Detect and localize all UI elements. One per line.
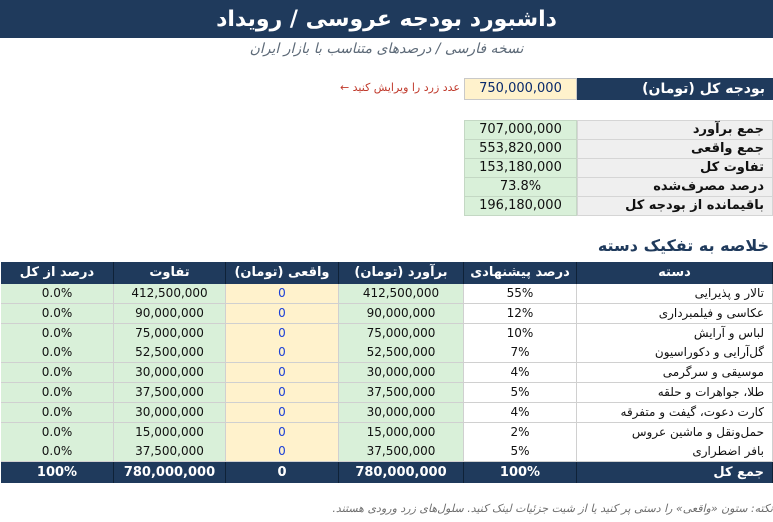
col-header-suggested: درصد پیشنهادی xyxy=(464,262,577,284)
cell-difference: 37,500,000 xyxy=(114,383,226,403)
cell-pct-of-total: 0.0% xyxy=(1,403,114,423)
col-header-pct-of-total: درصد از کل xyxy=(1,262,114,284)
summary-label: جمع برآورد xyxy=(577,120,773,140)
cell-category: گل‌آرایی و دکوراسیون xyxy=(577,343,773,363)
col-header-difference: تفاوت xyxy=(114,262,226,284)
total-estimate: 780,000,000 xyxy=(339,462,464,483)
cell-category: تالار و پذیرایی xyxy=(577,284,773,304)
col-header-actual: واقعی (تومان) xyxy=(226,262,339,284)
cell-suggested: 2% xyxy=(464,423,577,443)
cell-suggested: 7% xyxy=(464,343,577,363)
cell-actual-input[interactable]: 0 xyxy=(226,304,339,324)
cell-estimate: 30,000,000 xyxy=(339,403,464,423)
cell-difference: 52,500,000 xyxy=(114,343,226,363)
total-budget-label: بودجه کل (تومان) xyxy=(577,78,773,100)
cell-difference: 75,000,000 xyxy=(114,324,226,344)
cell-category: طلا، جواهرات و حلقه xyxy=(577,383,773,403)
cell-pct-of-total: 0.0% xyxy=(1,304,114,324)
cell-pct-of-total: 0.0% xyxy=(1,343,114,363)
cell-suggested: 12% xyxy=(464,304,577,324)
cell-suggested: 55% xyxy=(464,284,577,304)
cell-suggested: 4% xyxy=(464,363,577,383)
total-label: جمع کل xyxy=(577,462,773,483)
cell-actual-input[interactable]: 0 xyxy=(226,403,339,423)
cell-pct-of-total: 0.0% xyxy=(1,423,114,443)
cell-difference: 15,000,000 xyxy=(114,423,226,443)
cell-estimate: 15,000,000 xyxy=(339,423,464,443)
cell-category: لباس و آرایش xyxy=(577,324,773,344)
cell-actual-input[interactable]: 0 xyxy=(226,324,339,344)
summary-value: 153,180,000 xyxy=(464,158,577,178)
summary-value: 707,000,000 xyxy=(464,120,577,140)
cell-category: حمل‌ونقل و ماشین عروس xyxy=(577,423,773,443)
cell-difference: 30,000,000 xyxy=(114,363,226,383)
summary-label: جمع واقعی xyxy=(577,139,773,159)
cell-suggested: 10% xyxy=(464,324,577,344)
cell-category: بافر اضطراری xyxy=(577,442,773,462)
summary-label: باقیمانده از بودجه کل xyxy=(577,196,773,216)
summary-label: درصد مصرف‌شده xyxy=(577,177,773,197)
cell-estimate: 37,500,000 xyxy=(339,383,464,403)
page-title: داشبورد بودجه عروسی / رویداد xyxy=(0,0,773,38)
cell-estimate: 412,500,000 xyxy=(339,284,464,304)
cell-pct-of-total: 0.0% xyxy=(1,383,114,403)
cell-estimate: 90,000,000 xyxy=(339,304,464,324)
cell-actual-input[interactable]: 0 xyxy=(226,423,339,443)
total-difference: 780,000,000 xyxy=(114,462,226,483)
summary-value: 73.8% xyxy=(464,177,577,197)
cell-estimate: 37,500,000 xyxy=(339,442,464,462)
cell-pct-of-total: 0.0% xyxy=(1,324,114,344)
cell-suggested: 4% xyxy=(464,403,577,423)
cell-estimate: 30,000,000 xyxy=(339,363,464,383)
total-pct-of-total: 100% xyxy=(1,462,114,483)
col-header-estimate: برآورد (تومان) xyxy=(339,262,464,284)
cell-estimate: 75,000,000 xyxy=(339,324,464,344)
summary-label: تفاوت کل xyxy=(577,158,773,178)
col-header-category: دسته xyxy=(577,262,773,284)
cell-actual-input[interactable]: 0 xyxy=(226,383,339,403)
summary-value: 553,820,000 xyxy=(464,139,577,159)
cell-difference: 37,500,000 xyxy=(114,442,226,462)
footer-note: نکته: ستون «واقعی» را دستی پر کنید یا از… xyxy=(332,502,773,515)
cell-pct-of-total: 0.0% xyxy=(1,442,114,462)
cell-actual-input[interactable]: 0 xyxy=(226,343,339,363)
cell-actual-input[interactable]: 0 xyxy=(226,442,339,462)
total-budget-input[interactable]: 750,000,000 xyxy=(464,78,577,100)
cell-category: موسیقی و سرگرمی xyxy=(577,363,773,383)
breakdown-title: خلاصه به تفکیک دسته xyxy=(597,236,769,255)
total-actual: 0 xyxy=(226,462,339,483)
cell-category: عکاسی و فیلمبرداری xyxy=(577,304,773,324)
cell-actual-input[interactable]: 0 xyxy=(226,284,339,304)
cell-estimate: 52,500,000 xyxy=(339,343,464,363)
cell-pct-of-total: 0.0% xyxy=(1,284,114,304)
cell-actual-input[interactable]: 0 xyxy=(226,363,339,383)
cell-difference: 30,000,000 xyxy=(114,403,226,423)
cell-suggested: 5% xyxy=(464,442,577,462)
cell-suggested: 5% xyxy=(464,383,577,403)
cell-category: کارت دعوت، گیفت و متفرقه xyxy=(577,403,773,423)
cell-difference: 412,500,000 xyxy=(114,284,226,304)
summary-value: 196,180,000 xyxy=(464,196,577,216)
edit-hint: عدد زرد را ویرایش کنید ← xyxy=(339,81,460,94)
cell-pct-of-total: 0.0% xyxy=(1,363,114,383)
page-subtitle: نسخه فارسی / درصدهای متناسب با بازار ایر… xyxy=(249,41,524,57)
total-suggested: 100% xyxy=(464,462,577,483)
cell-difference: 90,000,000 xyxy=(114,304,226,324)
